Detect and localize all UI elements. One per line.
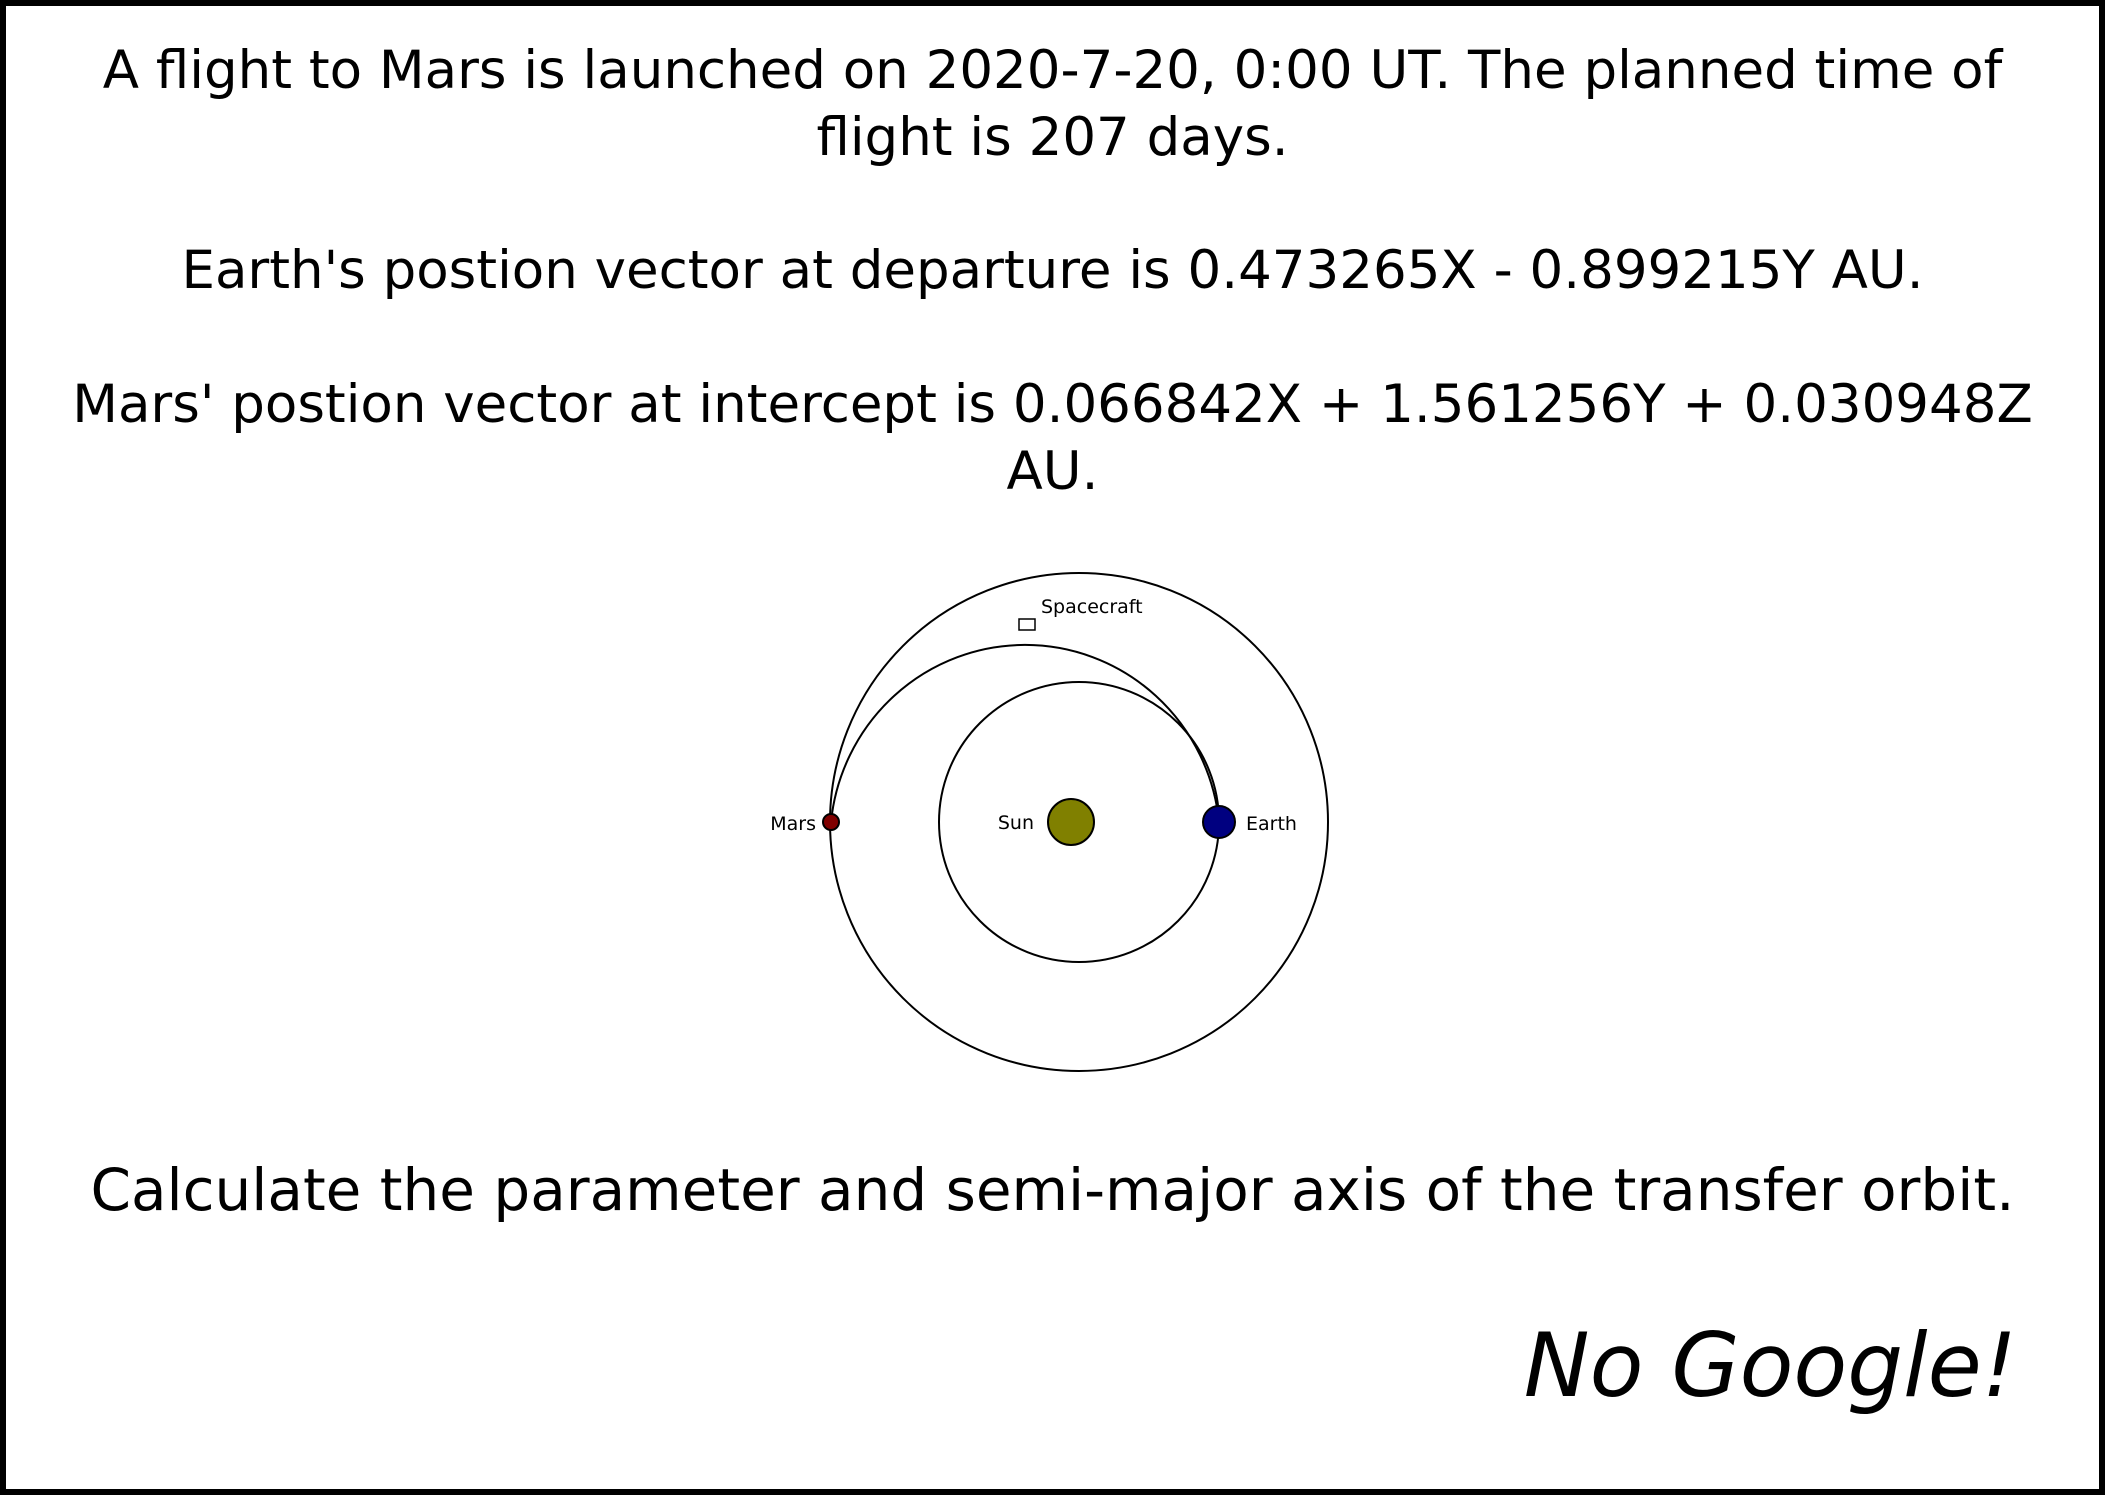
mars-body xyxy=(822,813,840,831)
spacecraft-marker xyxy=(1018,618,1036,631)
earth-label: Earth xyxy=(1246,813,1297,835)
earth-body xyxy=(1202,805,1236,839)
mars-label: Mars xyxy=(770,813,816,835)
earth-position-statement: Earth's postion vector at departure is 0… xyxy=(181,240,1924,301)
no-google-note: No Google! xyxy=(1523,1314,2017,1417)
spacecraft-label: Spacecraft xyxy=(1041,596,1143,618)
sun-label: Sun xyxy=(998,812,1034,834)
question-statement: Calculate the parameter and semi-major a… xyxy=(90,1156,2015,1224)
transfer-orbit xyxy=(830,643,1220,823)
launch-statement: A flight to Mars is launched on 2020-7-2… xyxy=(102,40,2003,168)
sun-body xyxy=(1047,798,1095,846)
mars-position-statement: Mars' postion vector at intercept is 0.0… xyxy=(72,374,2033,502)
